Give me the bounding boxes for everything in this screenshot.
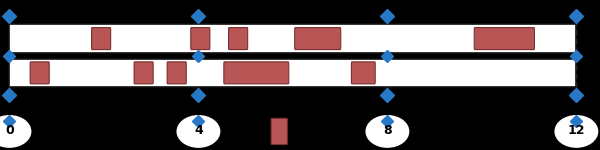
FancyBboxPatch shape <box>92 28 110 50</box>
Ellipse shape <box>0 116 31 147</box>
FancyBboxPatch shape <box>191 28 210 50</box>
FancyBboxPatch shape <box>474 28 535 50</box>
FancyBboxPatch shape <box>30 62 49 84</box>
Text: 0: 0 <box>5 123 14 136</box>
Bar <box>10 24 577 53</box>
Text: 4: 4 <box>194 123 203 136</box>
FancyBboxPatch shape <box>224 62 289 84</box>
FancyBboxPatch shape <box>271 118 287 145</box>
Ellipse shape <box>177 116 220 147</box>
FancyBboxPatch shape <box>134 62 153 84</box>
Text: 8: 8 <box>383 123 392 136</box>
Ellipse shape <box>555 116 598 147</box>
Ellipse shape <box>366 116 409 147</box>
FancyBboxPatch shape <box>167 62 186 84</box>
Bar <box>10 58 577 87</box>
FancyBboxPatch shape <box>295 28 341 50</box>
Text: 12: 12 <box>568 123 585 136</box>
FancyBboxPatch shape <box>352 62 375 84</box>
FancyBboxPatch shape <box>229 28 248 50</box>
